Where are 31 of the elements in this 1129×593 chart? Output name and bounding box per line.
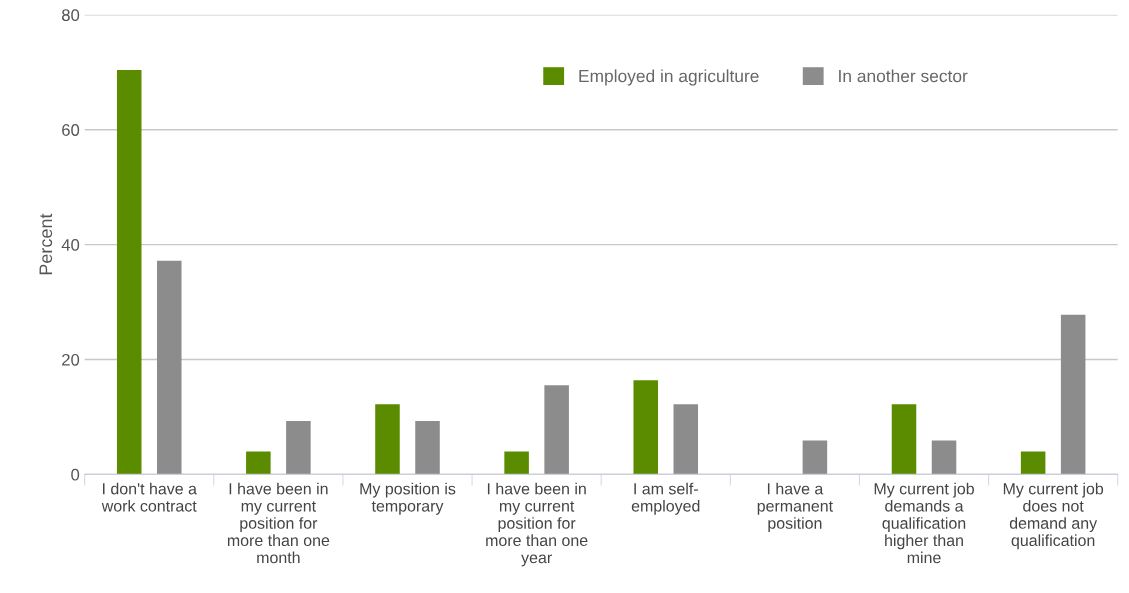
x-tick-label: My position is temporary xyxy=(360,482,456,515)
bar xyxy=(673,404,699,475)
bar xyxy=(375,404,400,475)
y-tick-label: 60 xyxy=(62,124,80,136)
bar xyxy=(633,380,659,475)
y-tick-label: 80 xyxy=(62,9,80,22)
bar xyxy=(1060,314,1086,475)
x-tick-label: My current job does not demand any qualification xyxy=(1003,482,1104,550)
bar xyxy=(116,69,142,475)
bar xyxy=(802,440,828,475)
bar xyxy=(156,260,182,475)
x-tick-label: I have been in my current position for more than one year xyxy=(486,482,588,567)
x-tick-label: I have been in my current position for more than one month xyxy=(227,482,330,564)
bar xyxy=(246,451,271,475)
legend-label: In another sector xyxy=(839,69,968,83)
y-tick-label: 20 xyxy=(62,353,80,366)
bar xyxy=(544,385,569,475)
bar xyxy=(891,404,917,475)
bar xyxy=(415,420,440,475)
y-tick-label: 40 xyxy=(61,239,80,251)
legend-label: Employed in agriculture xyxy=(579,69,759,86)
x-tick-label: I have a permanent position xyxy=(757,482,833,533)
y-tick-label: 0 xyxy=(71,468,80,481)
y-axis-title: Percent xyxy=(39,213,53,275)
bar xyxy=(286,420,311,475)
x-tick-label: I am self- employed xyxy=(631,482,700,515)
bar xyxy=(1020,451,1046,475)
x-tick-label: My current job demands a qualification higher than mine xyxy=(874,482,974,564)
x-tick-label: I don't have a work contract xyxy=(101,482,197,512)
bar xyxy=(931,440,957,475)
bar xyxy=(504,451,529,475)
